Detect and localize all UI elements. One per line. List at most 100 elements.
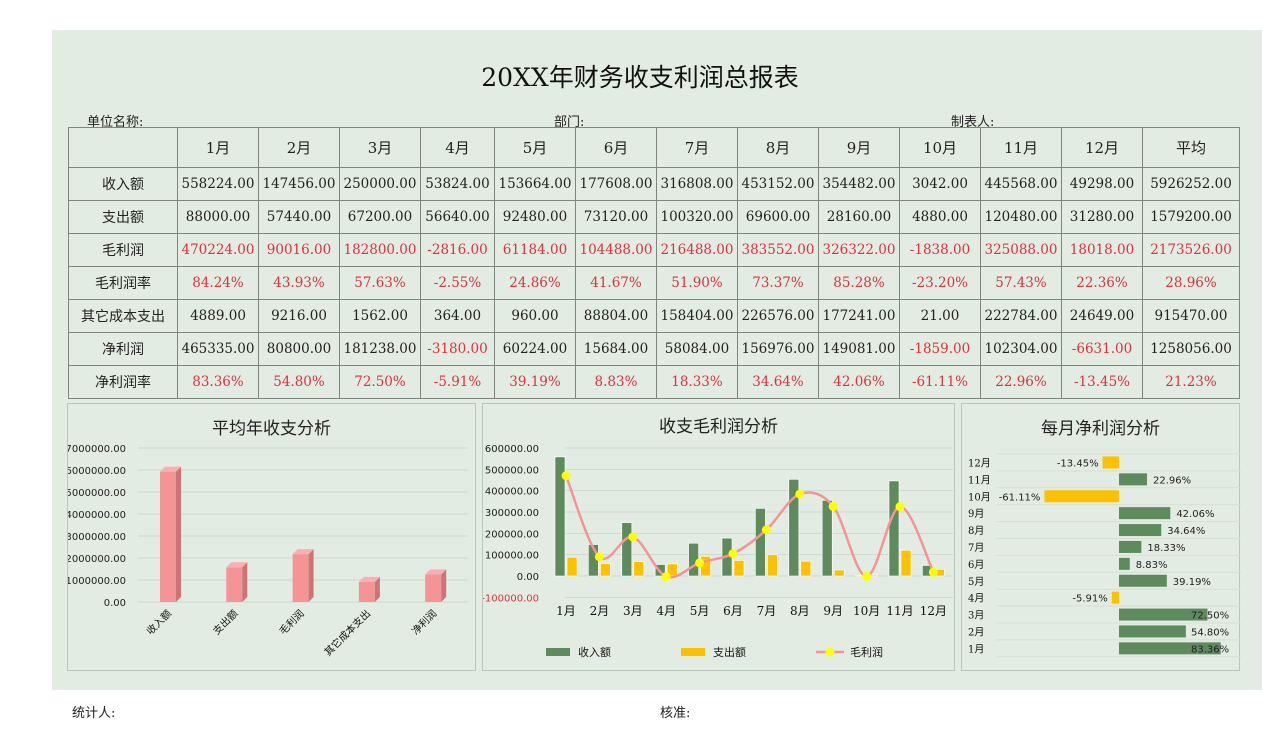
table-cell[interactable]: 22.96% [980,365,1062,399]
table-cell[interactable]: 43.93% [258,266,340,300]
table-cell[interactable]: 21.23% [1142,365,1240,399]
data-label: 22.96% [1153,475,1191,486]
table-cell[interactable]: 453152.00 [737,167,819,201]
table-cell[interactable]: 34.64% [737,365,819,399]
table-cell[interactable]: 18018.00 [1061,233,1143,267]
table-cell[interactable]: 4889.00 [177,299,259,333]
table-cell[interactable]: 15684.00 [575,332,657,366]
table-cell[interactable]: 915470.00 [1142,299,1240,333]
table-cell[interactable]: 316808.00 [656,167,738,201]
table-cell[interactable]: -3180.00 [420,332,495,366]
table-cell[interactable]: 61184.00 [494,233,576,267]
table-cell[interactable]: 250000.00 [339,167,421,201]
table-cell[interactable]: 153664.00 [494,167,576,201]
table-cell[interactable]: 28160.00 [818,200,900,234]
table-cell[interactable]: 9216.00 [258,299,340,333]
table-cell[interactable]: 158404.00 [656,299,738,333]
table-cell[interactable]: 325088.00 [980,233,1062,267]
y-tick-label: 6月 [968,559,984,571]
table-cell[interactable]: -13.45% [1061,365,1143,399]
table-cell[interactable]: 120480.00 [980,200,1062,234]
table-cell[interactable]: 1579200.00 [1142,200,1240,234]
table-cell[interactable]: 147456.00 [258,167,340,201]
table-cell[interactable]: 85.28% [818,266,900,300]
table-cell[interactable]: 41.67% [575,266,657,300]
table-cell[interactable]: 42.06% [818,365,900,399]
row-label: 净利润 [68,332,178,366]
table-cell[interactable]: 73.37% [737,266,819,300]
table-cell[interactable]: 177241.00 [818,299,900,333]
table-cell[interactable]: 21.00 [899,299,981,333]
y-tick-label: 6000000.00 [68,466,126,477]
table-cell[interactable]: 226576.00 [737,299,819,333]
table-cell[interactable]: 69600.00 [737,200,819,234]
table-cell[interactable]: -1859.00 [899,332,981,366]
table-cell[interactable]: 465335.00 [177,332,259,366]
table-cell[interactable]: -6631.00 [1061,332,1143,366]
table-cell[interactable]: 960.00 [494,299,576,333]
table-cell[interactable]: 22.36% [1061,266,1143,300]
table-cell[interactable]: 102304.00 [980,332,1062,366]
table-cell[interactable]: -23.20% [899,266,981,300]
table-cell[interactable]: 88000.00 [177,200,259,234]
table-cell[interactable]: -61.11% [899,365,981,399]
table-cell[interactable]: 3042.00 [899,167,981,201]
table-cell[interactable]: 28.96% [1142,266,1240,300]
table-cell[interactable]: 1258056.00 [1142,332,1240,366]
table-cell[interactable]: 90016.00 [258,233,340,267]
table-cell[interactable]: 80800.00 [258,332,340,366]
column-header: 12月 [1061,127,1143,168]
table-cell[interactable]: 51.90% [656,266,738,300]
table-cell[interactable]: 5926252.00 [1142,167,1240,201]
table-cell[interactable]: 67200.00 [339,200,421,234]
table-cell[interactable]: 39.19% [494,365,576,399]
table-cell[interactable]: 2173526.00 [1142,233,1240,267]
table-cell[interactable]: -2816.00 [420,233,495,267]
table-cell[interactable]: 58084.00 [656,332,738,366]
table-cell[interactable]: 84.24% [177,266,259,300]
table-cell[interactable]: 60224.00 [494,332,576,366]
y-tick-label: 5000000.00 [68,488,126,499]
table-cell[interactable]: 24.86% [494,266,576,300]
table-cell[interactable]: 104488.00 [575,233,657,267]
table-cell[interactable]: 72.50% [339,365,421,399]
table-cell[interactable]: 100320.00 [656,200,738,234]
table-cell[interactable]: 216488.00 [656,233,738,267]
table-cell[interactable]: 181238.00 [339,332,421,366]
table-cell[interactable]: 88804.00 [575,299,657,333]
table-cell[interactable]: 57.63% [339,266,421,300]
table-cell[interactable]: 31280.00 [1061,200,1143,234]
table-cell[interactable]: 18.33% [656,365,738,399]
table-cell[interactable]: -1838.00 [899,233,981,267]
y-tick-label: 400000.00 [485,487,539,498]
table-cell[interactable]: 383552.00 [737,233,819,267]
data-label: 72.50% [1191,611,1229,622]
table-cell[interactable]: 57440.00 [258,200,340,234]
table-cell[interactable]: 354482.00 [818,167,900,201]
table-cell[interactable]: 149081.00 [818,332,900,366]
table-cell[interactable]: 222784.00 [980,299,1062,333]
table-cell[interactable]: 558224.00 [177,167,259,201]
table-cell[interactable]: 177608.00 [575,167,657,201]
bar [425,574,442,602]
table-cell[interactable]: 83.36% [177,365,259,399]
table-cell[interactable]: 54.80% [258,365,340,399]
table-cell[interactable]: 49298.00 [1061,167,1143,201]
table-cell[interactable]: 8.83% [575,365,657,399]
table-cell[interactable]: 182800.00 [339,233,421,267]
table-cell[interactable]: 53824.00 [420,167,495,201]
table-cell[interactable]: 92480.00 [494,200,576,234]
table-cell[interactable]: -2.55% [420,266,495,300]
table-cell[interactable]: -5.91% [420,365,495,399]
table-cell[interactable]: 56640.00 [420,200,495,234]
table-cell[interactable]: 1562.00 [339,299,421,333]
table-cell[interactable]: 57.43% [980,266,1062,300]
table-cell[interactable]: 73120.00 [575,200,657,234]
table-cell[interactable]: 445568.00 [980,167,1062,201]
table-cell[interactable]: 364.00 [420,299,495,333]
table-cell[interactable]: 156976.00 [737,332,819,366]
table-cell[interactable]: 470224.00 [177,233,259,267]
table-cell[interactable]: 24649.00 [1061,299,1143,333]
table-cell[interactable]: 326322.00 [818,233,900,267]
table-cell[interactable]: 4880.00 [899,200,981,234]
